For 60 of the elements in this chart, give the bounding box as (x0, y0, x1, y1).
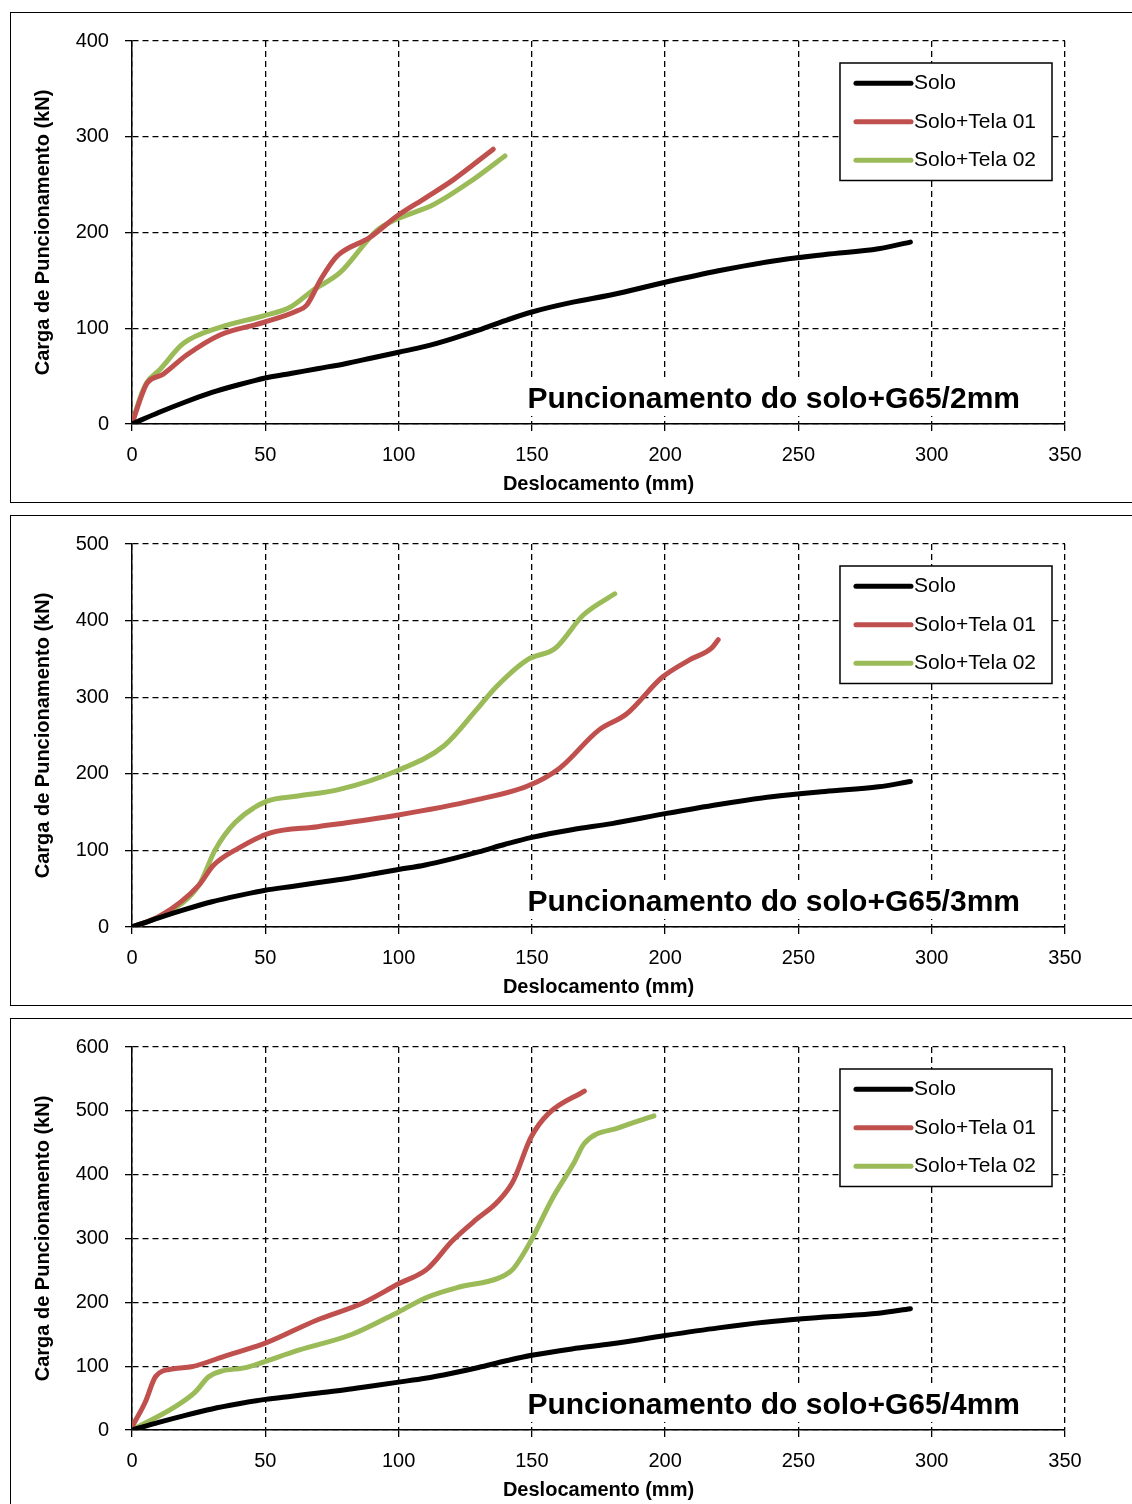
x-tick-label: 100 (381, 442, 416, 465)
legend-label: Solo+Tela 01 (913, 1114, 1036, 1138)
legend-label: Solo+Tela 02 (913, 650, 1036, 674)
legend-label: Solo+Tela 02 (913, 1153, 1036, 1177)
x-tick-label: 0 (126, 945, 138, 968)
x-tick-label: 250 (781, 1448, 816, 1471)
x-tick-label: 200 (648, 442, 682, 465)
y-tick-label: 500 (75, 1098, 109, 1121)
legend-label: Solo+Tela 01 (913, 108, 1036, 132)
y-axis-title: Carga de Puncionamento (kN) (30, 1095, 53, 1382)
y-tick-label: 0 (97, 1417, 109, 1440)
x-tick-label: 300 (915, 442, 949, 465)
text: Puncionamento do solo+G65/3mm (527, 884, 1020, 917)
x-tick-label: 350 (1048, 1448, 1082, 1471)
y-tick-label: 0 (97, 411, 109, 434)
x-tick-label: 300 (915, 945, 949, 968)
y-tick-label: 200 (75, 761, 109, 784)
text: Puncionamento do solo+G65/2mm (527, 381, 1020, 414)
y-tick-label: 100 (75, 837, 109, 860)
x-tick-label: 200 (648, 1448, 682, 1471)
legend-label: Solo (913, 573, 957, 597)
x-tick-label: 300 (915, 1448, 949, 1471)
x-tick-label: 50 (254, 442, 277, 465)
x-axis-title: Deslocamento (mm) (502, 471, 695, 494)
y-axis-title: Carga de Puncionamento (kN) (30, 89, 53, 376)
legend-label: Solo+Tela 02 (913, 147, 1036, 171)
x-tick-label: 250 (781, 442, 816, 465)
y-tick-label: 400 (75, 28, 109, 51)
x-tick-label: 350 (1048, 442, 1082, 465)
y-tick-label: 200 (75, 220, 109, 243)
x-tick-label: 100 (381, 1448, 416, 1471)
y-tick-label: 500 (75, 531, 109, 554)
x-tick-label: 0 (126, 1448, 138, 1471)
x-tick-label: 150 (515, 1448, 549, 1471)
y-tick-label: 300 (75, 124, 109, 147)
x-axis-title: Deslocamento (mm) (502, 974, 695, 997)
legend-label: Solo (913, 1076, 957, 1100)
x-tick-label: 100 (381, 945, 416, 968)
x-tick-label: 250 (781, 945, 816, 968)
x-tick-label: 350 (1048, 945, 1082, 968)
y-tick-label: 400 (75, 1162, 109, 1185)
x-axis-title: Deslocamento (mm) (502, 1477, 695, 1500)
x-tick-label: 150 (515, 442, 549, 465)
y-tick-label: 200 (75, 1289, 109, 1312)
legend-label: Solo+Tela 01 (913, 611, 1036, 635)
y-tick-label: 100 (75, 1353, 109, 1376)
y-tick-label: 100 (75, 315, 109, 338)
y-axis-title: Carga de Puncionamento (kN) (30, 592, 53, 879)
x-tick-label: 150 (515, 945, 549, 968)
y-tick-label: 400 (75, 608, 109, 631)
legend-label: Solo (913, 70, 957, 94)
x-tick-label: 0 (126, 442, 138, 465)
x-tick-label: 50 (254, 945, 277, 968)
x-tick-label: 200 (648, 945, 682, 968)
y-tick-label: 300 (75, 1226, 109, 1249)
y-tick-label: 600 (75, 1034, 109, 1057)
x-tick-label: 50 (254, 1448, 277, 1471)
y-tick-label: 0 (97, 914, 109, 937)
y-tick-label: 300 (75, 684, 109, 707)
text: Puncionamento do solo+G65/4mm (527, 1387, 1020, 1420)
